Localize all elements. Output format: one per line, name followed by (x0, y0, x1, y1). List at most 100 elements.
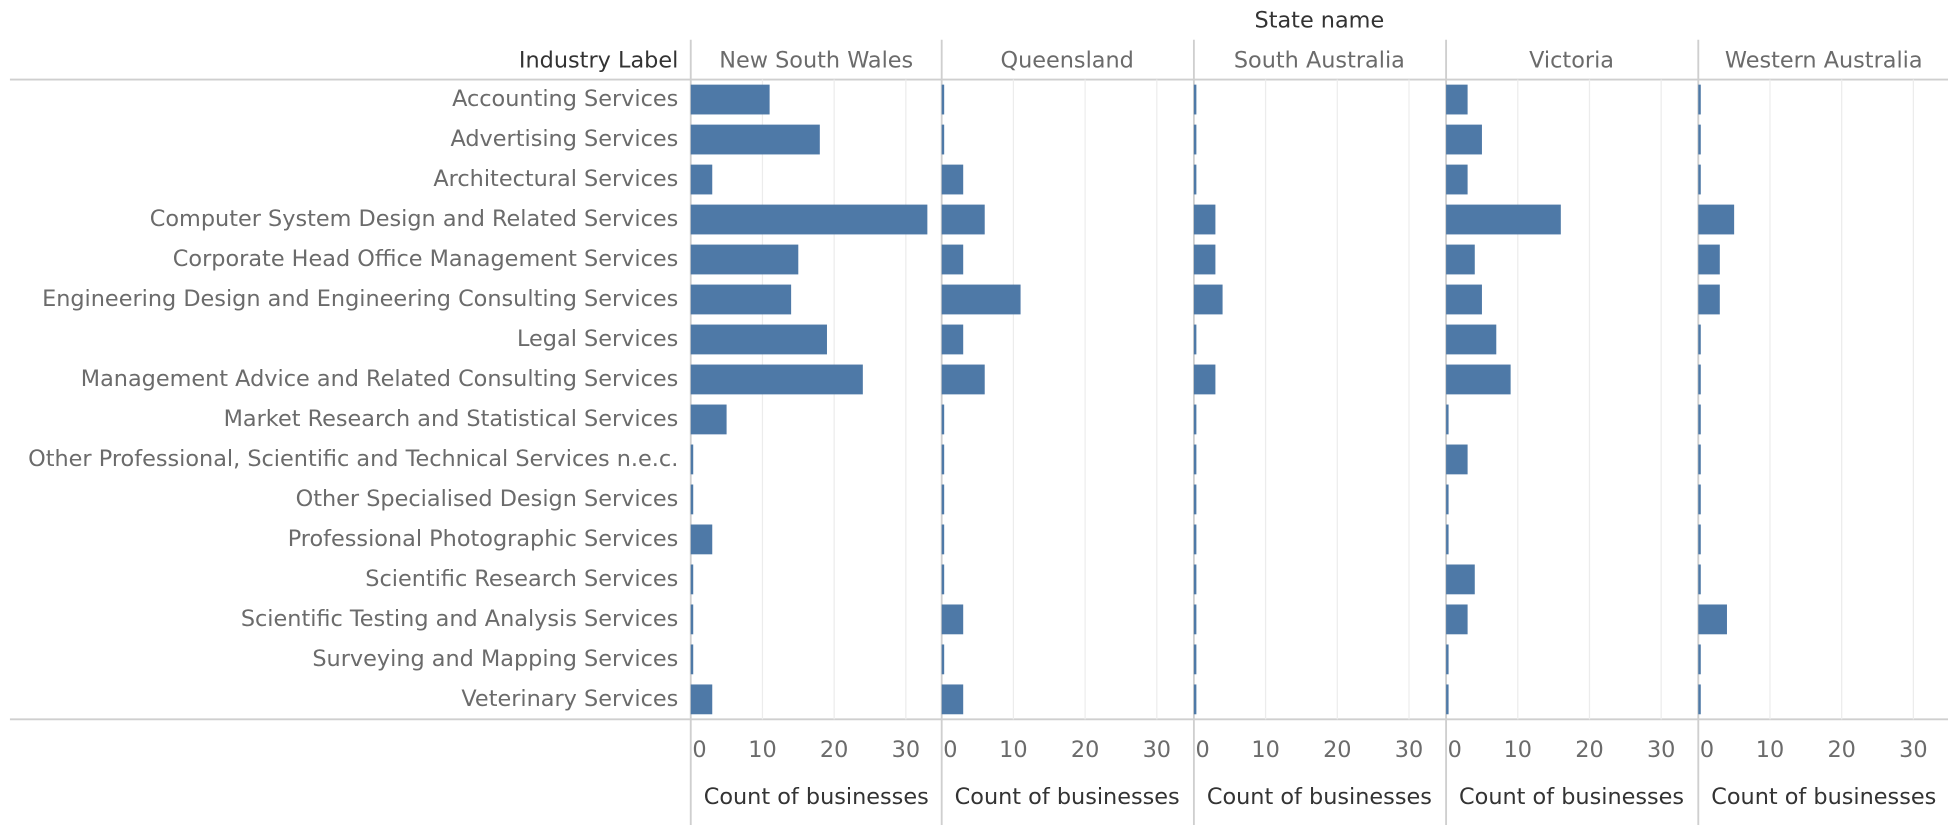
category-label: Professional Photographic Services (288, 526, 679, 552)
bar (690, 484, 694, 515)
bar (941, 404, 945, 435)
bar (1698, 524, 1701, 555)
bar (1193, 244, 1216, 275)
category-label: Scientific Testing and Analysis Services (241, 606, 678, 632)
x-tick-label: 10 (1504, 737, 1532, 763)
bar (1446, 324, 1497, 355)
bar (1446, 524, 1449, 555)
bar (1698, 684, 1701, 715)
bar (1698, 244, 1720, 275)
bar (1193, 524, 1197, 555)
x-tick-label: 0 (1195, 737, 1209, 763)
bar (941, 284, 1021, 315)
x-tick-label: 0 (1700, 737, 1714, 763)
x-tick-label: 10 (748, 737, 776, 763)
category-label: Market Research and Statistical Services (224, 406, 679, 432)
bar (1446, 124, 1482, 155)
bar (1193, 204, 1216, 235)
x-tick-label: 20 (1323, 737, 1351, 763)
x-axis-title: Count of businesses (1711, 784, 1936, 810)
bar (690, 244, 799, 275)
bar (690, 324, 827, 355)
bar (1446, 684, 1449, 715)
bar (941, 164, 964, 195)
bar (1446, 204, 1561, 235)
bar (1446, 164, 1468, 195)
bar (941, 644, 945, 675)
x-tick-label: 30 (1395, 737, 1423, 763)
bar (1193, 364, 1216, 395)
bar (941, 124, 945, 155)
panel-header: Western Australia (1725, 47, 1923, 73)
bar (1193, 684, 1197, 715)
bar (1698, 84, 1701, 115)
x-tick-label: 30 (892, 737, 920, 763)
bar (1698, 124, 1701, 155)
x-tick-label: 20 (1827, 737, 1855, 763)
bar (1193, 604, 1197, 635)
category-label: Other Professional, Scientific and Techn… (28, 446, 678, 472)
bar (1193, 324, 1197, 355)
bar (941, 364, 985, 395)
bar (690, 364, 863, 395)
category-label: Scientific Research Services (365, 566, 678, 592)
bar (1193, 444, 1197, 475)
x-tick-label: 10 (1251, 737, 1279, 763)
bar (690, 564, 694, 595)
bar (941, 84, 945, 115)
panel-header: Victoria (1529, 47, 1614, 73)
bar (941, 684, 964, 715)
x-tick-label: 20 (1071, 737, 1099, 763)
x-tick-label: 20 (1575, 737, 1603, 763)
bar (1193, 284, 1223, 315)
bar (1193, 644, 1197, 675)
bar (1446, 84, 1468, 115)
bar (1446, 604, 1468, 635)
category-label: Corporate Head Office Management Service… (173, 246, 679, 272)
bar (1698, 564, 1701, 595)
x-tick-label: 0 (1448, 737, 1462, 763)
x-tick-label: 30 (1899, 737, 1927, 763)
bar (1698, 284, 1720, 315)
bar (1193, 564, 1197, 595)
bar (1698, 604, 1727, 635)
bar (690, 524, 713, 555)
bar (1446, 644, 1449, 675)
bar (1446, 244, 1475, 275)
bar (1193, 484, 1197, 515)
bar (1698, 444, 1701, 475)
bar (1193, 164, 1197, 195)
x-axis-title: Count of businesses (955, 784, 1180, 810)
bar (941, 444, 945, 475)
bar (1698, 204, 1735, 235)
panel-header: South Australia (1234, 47, 1405, 73)
x-tick-label: 0 (692, 737, 706, 763)
x-axis-title: Count of businesses (704, 784, 929, 810)
x-tick-label: 30 (1647, 737, 1675, 763)
x-tick-label: 10 (1756, 737, 1784, 763)
x-tick-label: 20 (820, 737, 848, 763)
category-label: Computer System Design and Related Servi… (150, 206, 679, 232)
bar (1446, 484, 1449, 515)
bar (941, 524, 945, 555)
bar (1698, 484, 1701, 515)
bar (1193, 84, 1197, 115)
bar (1446, 284, 1482, 315)
x-tick-label: 30 (1143, 737, 1171, 763)
bar (1698, 164, 1701, 195)
bar (1446, 564, 1475, 595)
bar (690, 444, 694, 475)
bar (941, 564, 945, 595)
panel-header: Queensland (1000, 47, 1133, 73)
bar (1446, 364, 1511, 395)
bar (941, 604, 964, 635)
x-axis-title: Count of businesses (1459, 784, 1684, 810)
category-label: Accounting Services (452, 86, 678, 112)
bar (1698, 644, 1701, 675)
bar (941, 484, 945, 515)
bar (941, 324, 964, 355)
bar (941, 244, 964, 275)
bar (1446, 404, 1449, 435)
